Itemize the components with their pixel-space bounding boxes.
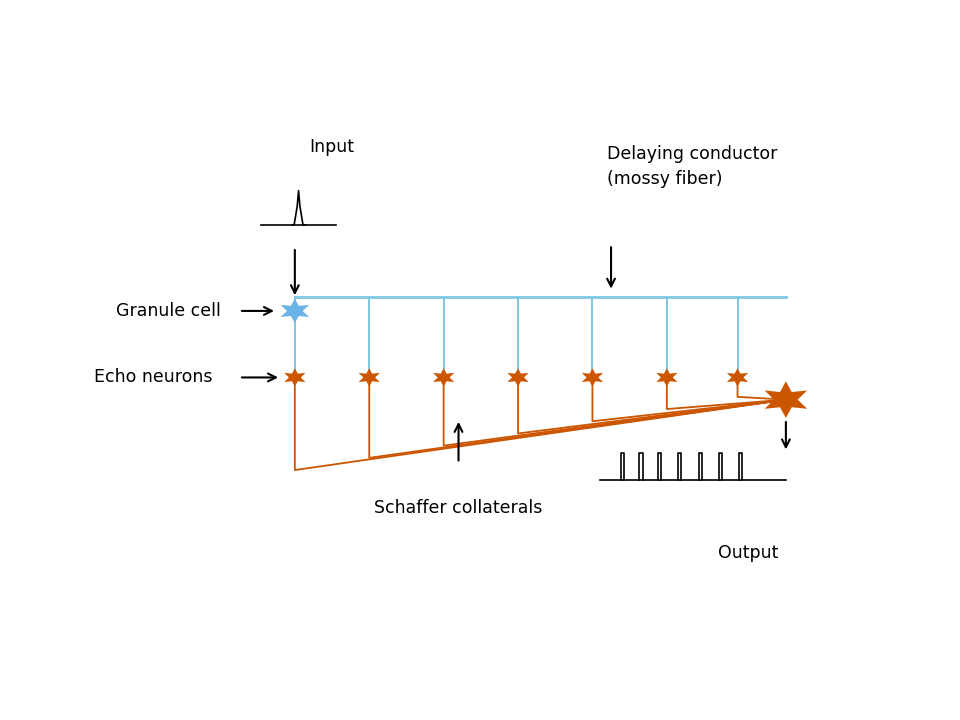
Text: Output: Output	[718, 544, 779, 562]
Polygon shape	[508, 369, 529, 387]
Text: Delaying conductor
(mossy fiber): Delaying conductor (mossy fiber)	[608, 145, 778, 189]
Polygon shape	[582, 369, 603, 387]
Text: Echo neurons: Echo neurons	[94, 369, 213, 387]
Polygon shape	[657, 369, 678, 387]
Polygon shape	[764, 382, 807, 418]
Polygon shape	[727, 369, 748, 387]
Text: Schaffer collaterals: Schaffer collaterals	[374, 500, 542, 518]
Polygon shape	[284, 369, 305, 387]
Polygon shape	[280, 299, 309, 323]
Polygon shape	[433, 369, 454, 387]
Text: Granule cell: Granule cell	[115, 302, 221, 320]
Text: Input: Input	[310, 138, 355, 156]
Polygon shape	[359, 369, 380, 387]
